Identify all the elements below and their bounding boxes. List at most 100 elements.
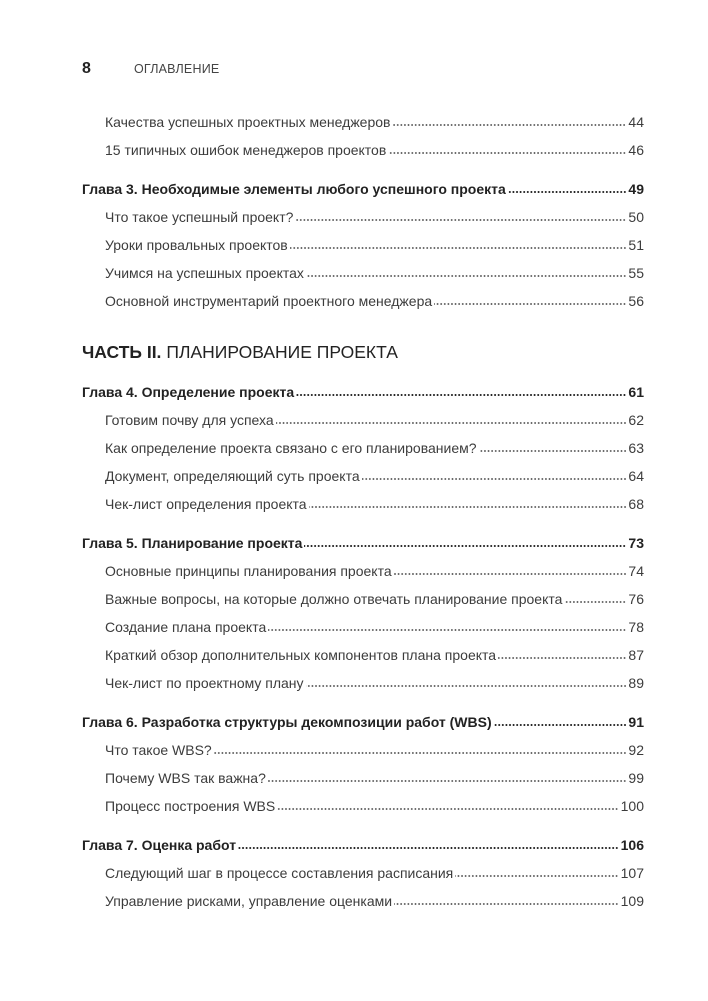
entry-page-number: 56 — [628, 293, 644, 309]
page-header: 8 ОГЛАВЛЕНИЕ — [82, 60, 219, 78]
entry-title: Глава 6. Разработка структуры декомпозиц… — [82, 714, 492, 730]
toc-section-entry[interactable]: 15 типичных ошибок менеджеров проектов 46 — [82, 136, 644, 164]
part-title: ПЛАНИРОВАНИЕ ПРОЕКТА — [166, 342, 398, 362]
toc-section-entry[interactable]: Основные принципы планирования проекта 74 — [82, 557, 644, 585]
entry-title: Почему WBS так важна? — [105, 770, 266, 786]
dot-leader — [361, 477, 627, 481]
dot-leader — [289, 246, 627, 250]
dot-leader — [507, 190, 627, 194]
dot-leader — [277, 807, 619, 811]
entry-page-number: 44 — [628, 114, 644, 130]
toc-section-entry[interactable]: Чек-лист определения проекта 68 — [82, 490, 644, 518]
dot-leader — [392, 123, 627, 127]
dot-leader — [388, 151, 627, 155]
entry-page-number: 91 — [628, 714, 644, 730]
entry-title: Управление рисками, управление оценками — [105, 893, 393, 909]
entry-page-number: 62 — [628, 412, 644, 428]
entry-page-number: 92 — [628, 742, 644, 758]
dot-leader — [305, 274, 627, 278]
entry-title: Глава 3. Необходимые элементы любого усп… — [82, 181, 506, 197]
dot-leader — [393, 572, 627, 576]
dot-leader — [296, 393, 627, 397]
dot-leader — [295, 218, 627, 222]
entry-page-number: 64 — [628, 468, 644, 484]
toc-section-entry[interactable]: Важные вопросы, на которые должно отвеча… — [82, 585, 644, 613]
dot-leader — [308, 505, 627, 509]
dot-leader — [564, 600, 627, 604]
toc-section-entry[interactable]: Документ, определяющий суть проекта 64 — [82, 462, 644, 490]
entry-page-number: 50 — [628, 209, 644, 225]
entry-page-number: 78 — [628, 619, 644, 635]
entry-page-number: 55 — [628, 265, 644, 281]
entry-page-number: 109 — [620, 893, 644, 909]
entry-page-number: 89 — [628, 675, 644, 691]
entry-page-number: 107 — [620, 865, 644, 881]
toc-section-entry[interactable]: Качества успешных проектных менеджеров 44 — [82, 108, 644, 136]
part-label: ЧАСТЬ II. — [82, 342, 162, 362]
entry-title: Что такое WBS? — [105, 742, 212, 758]
entry-page-number: 49 — [628, 181, 644, 197]
toc-chapter-entry[interactable]: Глава 3. Необходимые элементы любого усп… — [82, 175, 644, 203]
entry-page-number: 76 — [628, 591, 644, 607]
dot-leader — [267, 779, 627, 783]
toc-section-entry[interactable]: Готовим почву для успеха 62 — [82, 406, 644, 434]
dot-leader — [268, 628, 627, 632]
dot-leader — [498, 656, 627, 660]
entry-title: Качества успешных проектных менеджеров — [105, 114, 391, 130]
toc-section-entry[interactable]: Следующий шаг в процессе составления рас… — [82, 859, 644, 887]
toc-section-entry[interactable]: Процесс построения WBS 100 — [82, 792, 644, 820]
toc-section-entry[interactable]: Основной инструментарий проектного менед… — [82, 287, 644, 315]
entry-title: Глава 5. Планирование проекта — [82, 535, 303, 551]
toc-chapter-entry[interactable]: Глава 7. Оценка работ 106 — [82, 831, 644, 859]
toc-section-entry[interactable]: Краткий обзор дополнительных компонентов… — [82, 641, 644, 669]
running-title: ОГЛАВЛЕНИЕ — [134, 62, 220, 76]
toc-section-entry[interactable]: Учимся на успешных проектах 55 — [82, 259, 644, 287]
toc-section-entry[interactable]: Создание плана проекта 78 — [82, 613, 644, 641]
dot-leader — [455, 874, 619, 878]
entry-title: Глава 7. Оценка работ — [82, 837, 237, 853]
entry-page-number: 99 — [628, 770, 644, 786]
entry-title: Следующий шаг в процессе составления рас… — [105, 865, 454, 881]
entry-title: Документ, определяющий суть проекта — [105, 468, 360, 484]
dot-leader — [275, 421, 627, 425]
entry-title: Что такое успешный проект? — [105, 209, 294, 225]
dot-leader — [493, 723, 627, 727]
toc-chapter-entry[interactable]: Глава 6. Разработка структуры декомпозиц… — [82, 708, 644, 736]
toc-chapter-entry[interactable]: Глава 4. Определение проекта 61 — [82, 378, 644, 406]
entry-page-number: 74 — [628, 563, 644, 579]
dot-leader — [394, 902, 619, 906]
entry-title: Основной инструментарий проектного менед… — [105, 293, 433, 309]
toc-section-entry[interactable]: Что такое WBS? 92 — [82, 736, 644, 764]
entry-title: Готовим почву для успеха — [105, 412, 274, 428]
toc-part-heading: ЧАСТЬ II. ПЛАНИРОВАНИЕ ПРОЕКТА — [82, 337, 644, 367]
dot-leader — [305, 684, 627, 688]
toc-section-entry[interactable]: Почему WBS так важна? 99 — [82, 764, 644, 792]
entry-page-number: 100 — [620, 798, 644, 814]
dot-leader — [213, 751, 627, 755]
entry-title: Краткий обзор дополнительных компонентов… — [105, 647, 497, 663]
entry-title: 15 типичных ошибок менеджеров проектов — [105, 142, 387, 158]
dot-leader — [304, 544, 627, 548]
dot-leader — [478, 449, 627, 453]
toc-section-entry[interactable]: Что такое успешный проект? 50 — [82, 203, 644, 231]
entry-page-number: 61 — [628, 384, 644, 400]
entry-title: Уроки провальных проектов — [105, 237, 288, 253]
entry-title: Важные вопросы, на которые должно отвеча… — [105, 591, 563, 607]
entry-title: Как определение проекта связано с его пл… — [105, 440, 477, 456]
entry-title: Учимся на успешных проектах — [105, 265, 304, 281]
entry-page-number: 46 — [628, 142, 644, 158]
toc-section-entry[interactable]: Чек-лист по проектному плану 89 — [82, 669, 644, 697]
entry-page-number: 51 — [628, 237, 644, 253]
entry-page-number: 106 — [620, 837, 644, 853]
entry-title: Глава 4. Определение проекта — [82, 384, 295, 400]
dot-leader — [238, 846, 619, 850]
toc-section-entry[interactable]: Управление рисками, управление оценками 1… — [82, 887, 644, 915]
entry-title: Создание плана проекта — [105, 619, 267, 635]
entry-page-number: 73 — [628, 535, 644, 551]
toc-section-entry[interactable]: Как определение проекта связано с его пл… — [82, 434, 644, 462]
entry-title: Чек-лист определения проекта — [105, 496, 307, 512]
toc-chapter-entry[interactable]: Глава 5. Планирование проекта 73 — [82, 529, 644, 557]
entry-title: Процесс построения WBS — [105, 798, 276, 814]
entry-title: Чек-лист по проектному плану — [105, 675, 304, 691]
toc-section-entry[interactable]: Уроки провальных проектов 51 — [82, 231, 644, 259]
